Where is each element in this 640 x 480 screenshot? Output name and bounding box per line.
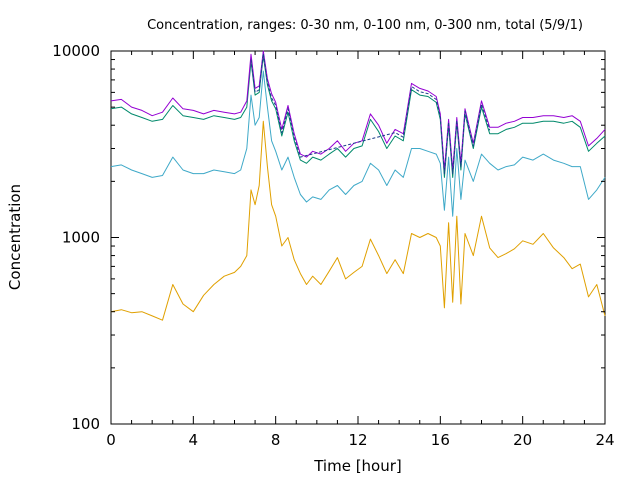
x-axis: 0 4 8 12 16 20 24 [106,51,615,449]
series-group [110,50,606,321]
series-line-1 [110,120,606,321]
x-tick-label: 20 [513,431,532,449]
series-line-3 [110,55,606,178]
y-axis-label: Concentration [6,184,24,290]
x-tick-label: 0 [106,431,116,449]
series-line-2 [110,70,606,217]
chart-title: Concentration, ranges: 0-30 nm, 0-100 nm… [147,18,583,33]
x-tick-label: 24 [595,431,614,449]
x-tick-label: 4 [189,431,199,449]
y-tick-label: 1000 [62,229,100,247]
y-tick-label: 100 [71,415,100,433]
y-axis: 100 1000 10000 [52,42,605,433]
x-tick-label: 12 [348,431,367,449]
x-axis-label: Time [hour] [313,457,402,475]
series-line-4 [110,50,606,171]
x-tick-label: 16 [431,431,450,449]
plot-frame [110,50,606,425]
y-tick-label: 10000 [52,42,100,60]
x-tick-label: 8 [271,431,281,449]
